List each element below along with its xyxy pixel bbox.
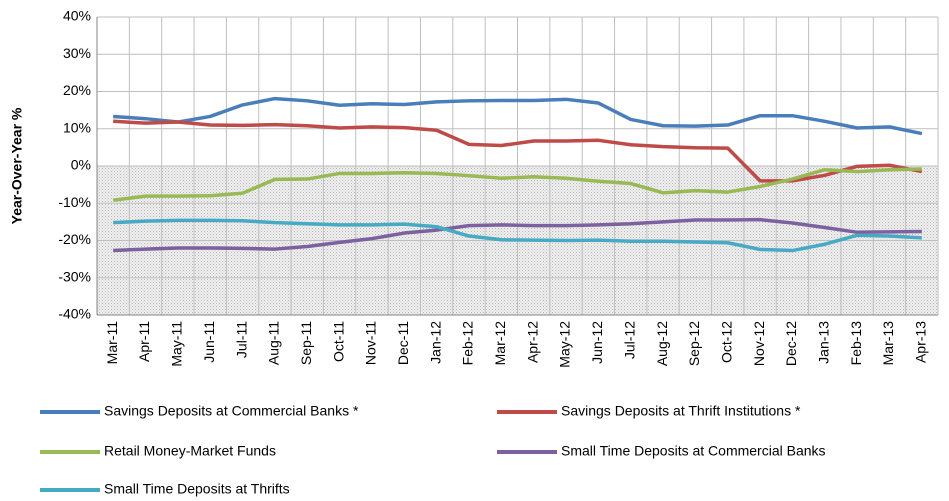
x-tick-label: Dec-11	[395, 321, 411, 365]
x-tick-label: Aug-12	[654, 321, 670, 366]
x-tick-label: Jan-13	[815, 321, 831, 364]
y-tick-label: 40%	[63, 8, 91, 24]
legend-label: Retail Money-Market Funds	[104, 443, 276, 459]
x-tick-label: Sep-12	[686, 321, 702, 366]
x-tick-label: Sep-11	[298, 321, 314, 365]
x-tick-label: Apr-11	[136, 321, 152, 362]
y-axis-title: Year-Over-Year %	[9, 107, 25, 224]
x-tick-label: Apr-13	[913, 321, 929, 363]
x-tick-label: Mar-13	[880, 321, 896, 366]
x-tick-label: Aug-11	[266, 321, 282, 365]
series-line	[113, 96, 923, 136]
x-tick-label: May-12	[557, 321, 573, 368]
y-tick-label: 10%	[63, 119, 91, 135]
y-tick-label: 30%	[63, 45, 91, 61]
legend-label: Small Time Deposits at Thrifts	[104, 481, 290, 497]
series-line	[113, 217, 922, 253]
x-tick-label: Jan-12	[427, 321, 443, 364]
x-tick-label: Oct-12	[718, 321, 734, 363]
x-tick-label: Nov-12	[751, 321, 767, 366]
y-tick-label: -30%	[58, 268, 91, 284]
y-tick-label: 0%	[71, 157, 91, 173]
y-tick-label: -20%	[58, 231, 91, 247]
x-tick-label: Jul-11	[233, 321, 249, 358]
y-tick-label: -40%	[58, 306, 91, 322]
series-line	[112, 167, 922, 203]
x-tick-label: Oct-11	[330, 321, 346, 362]
x-tick-label: Mar-12	[492, 321, 508, 366]
x-tick-label: Apr-12	[524, 321, 540, 363]
x-tick-label: Mar-11	[104, 321, 120, 365]
x-tick-label: May-11	[169, 321, 185, 367]
x-tick-label: Feb-12	[460, 321, 476, 366]
legend-label: Savings Deposits at Thrift Institutions …	[561, 403, 801, 419]
x-tick-label: Feb-13	[848, 321, 864, 366]
series-line	[113, 218, 922, 253]
legend-label: Small Time Deposits at Commercial Banks	[561, 443, 826, 459]
x-tick-label: Dec-12	[783, 321, 799, 366]
legend-label: Savings Deposits at Commercial Banks *	[104, 403, 359, 419]
x-tick-label: Jun-12	[589, 321, 605, 364]
y-tick-label: 20%	[63, 82, 91, 98]
x-tick-label: Nov-11	[363, 321, 379, 365]
y-tick-label: -10%	[58, 194, 91, 210]
x-tick-label: Jul-12	[621, 321, 637, 359]
x-tick-label: Jun-11	[201, 321, 217, 363]
